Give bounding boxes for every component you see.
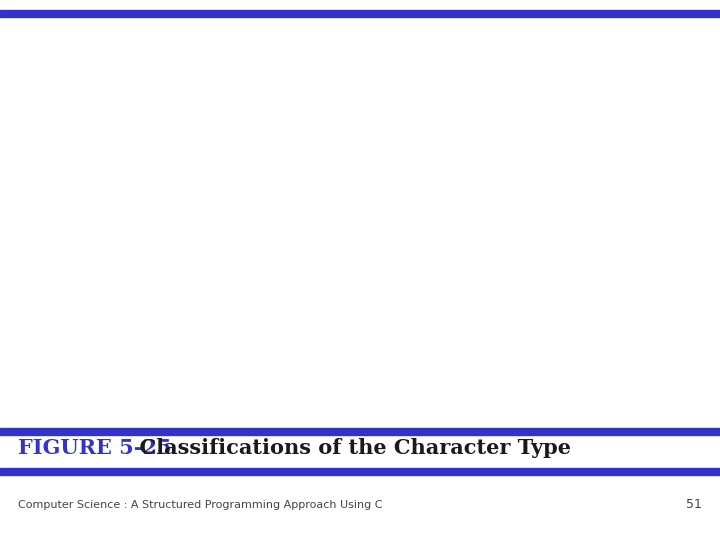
Text: FIGURE 5-25: FIGURE 5-25 <box>18 438 171 458</box>
Bar <box>0 428 720 435</box>
Bar <box>0 10 720 17</box>
Text: Computer Science : A Structured Programming Approach Using C: Computer Science : A Structured Programm… <box>18 500 382 510</box>
Text: 51: 51 <box>686 498 702 511</box>
Bar <box>0 468 720 475</box>
Text: Classifications of the Character Type: Classifications of the Character Type <box>125 438 571 458</box>
